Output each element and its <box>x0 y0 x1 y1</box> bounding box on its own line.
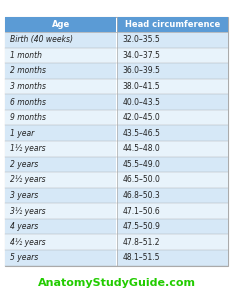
Bar <box>5 48 116 63</box>
Bar <box>116 16 228 32</box>
Bar <box>5 16 116 32</box>
Text: 2 months: 2 months <box>10 67 47 76</box>
Bar <box>116 32 228 48</box>
Text: 5 years: 5 years <box>10 253 39 262</box>
Text: 32.0–35.5: 32.0–35.5 <box>122 35 160 44</box>
Text: 2 years: 2 years <box>10 160 39 169</box>
Bar <box>5 79 116 94</box>
Bar <box>5 141 116 157</box>
Text: 44.5–48.0: 44.5–48.0 <box>122 144 160 153</box>
Bar <box>116 157 228 172</box>
Bar <box>5 94 116 110</box>
Bar <box>5 16 228 266</box>
Bar <box>5 234 116 250</box>
Text: 3½ years: 3½ years <box>10 206 46 215</box>
Text: 3 years: 3 years <box>10 191 39 200</box>
Text: 40.0–43.5: 40.0–43.5 <box>122 98 160 106</box>
Bar <box>5 110 116 125</box>
Text: 42.0–45.0: 42.0–45.0 <box>122 113 160 122</box>
Bar <box>116 63 228 79</box>
Text: 2½ years: 2½ years <box>10 176 46 184</box>
Text: 43.5–46.5: 43.5–46.5 <box>122 129 160 138</box>
Text: 46.5–50.0: 46.5–50.0 <box>122 176 160 184</box>
Bar <box>5 219 116 234</box>
Text: 36.0–39.5: 36.0–39.5 <box>122 67 160 76</box>
Bar <box>116 110 228 125</box>
Bar <box>116 188 228 203</box>
Bar <box>116 219 228 234</box>
Text: 3 months: 3 months <box>10 82 47 91</box>
Text: 46.8–50.3: 46.8–50.3 <box>122 191 160 200</box>
Text: Birth (40 weeks): Birth (40 weeks) <box>10 35 73 44</box>
Bar <box>116 250 228 266</box>
Text: 1 month: 1 month <box>10 51 42 60</box>
Bar <box>5 125 116 141</box>
Bar <box>116 141 228 157</box>
Bar <box>116 203 228 219</box>
Bar <box>5 63 116 79</box>
Bar <box>5 188 116 203</box>
Text: 4 years: 4 years <box>10 222 39 231</box>
Text: 34.0–37.5: 34.0–37.5 <box>122 51 160 60</box>
Bar <box>116 94 228 110</box>
Text: AnatomyStudyGuide.com: AnatomyStudyGuide.com <box>38 278 195 289</box>
Text: Head circumference: Head circumference <box>125 20 220 29</box>
Bar <box>5 32 116 48</box>
Bar <box>5 157 116 172</box>
Text: 47.8–51.2: 47.8–51.2 <box>122 238 160 247</box>
Text: 47.1–50.6: 47.1–50.6 <box>122 206 160 215</box>
Text: 48.1–51.5: 48.1–51.5 <box>122 253 160 262</box>
Text: 6 months: 6 months <box>10 98 47 106</box>
Text: 45.5–49.0: 45.5–49.0 <box>122 160 160 169</box>
Text: 4½ years: 4½ years <box>10 238 46 247</box>
Bar <box>116 172 228 188</box>
Bar <box>116 234 228 250</box>
Text: 1½ years: 1½ years <box>10 144 46 153</box>
Text: Age: Age <box>51 20 70 29</box>
Text: 1 year: 1 year <box>10 129 35 138</box>
Bar <box>5 250 116 266</box>
Bar <box>116 79 228 94</box>
Text: 9 months: 9 months <box>10 113 47 122</box>
Bar <box>116 125 228 141</box>
Bar <box>116 48 228 63</box>
Bar <box>5 172 116 188</box>
Text: 38.0–41.5: 38.0–41.5 <box>122 82 160 91</box>
Text: 47.5–50.9: 47.5–50.9 <box>122 222 160 231</box>
Bar <box>5 203 116 219</box>
